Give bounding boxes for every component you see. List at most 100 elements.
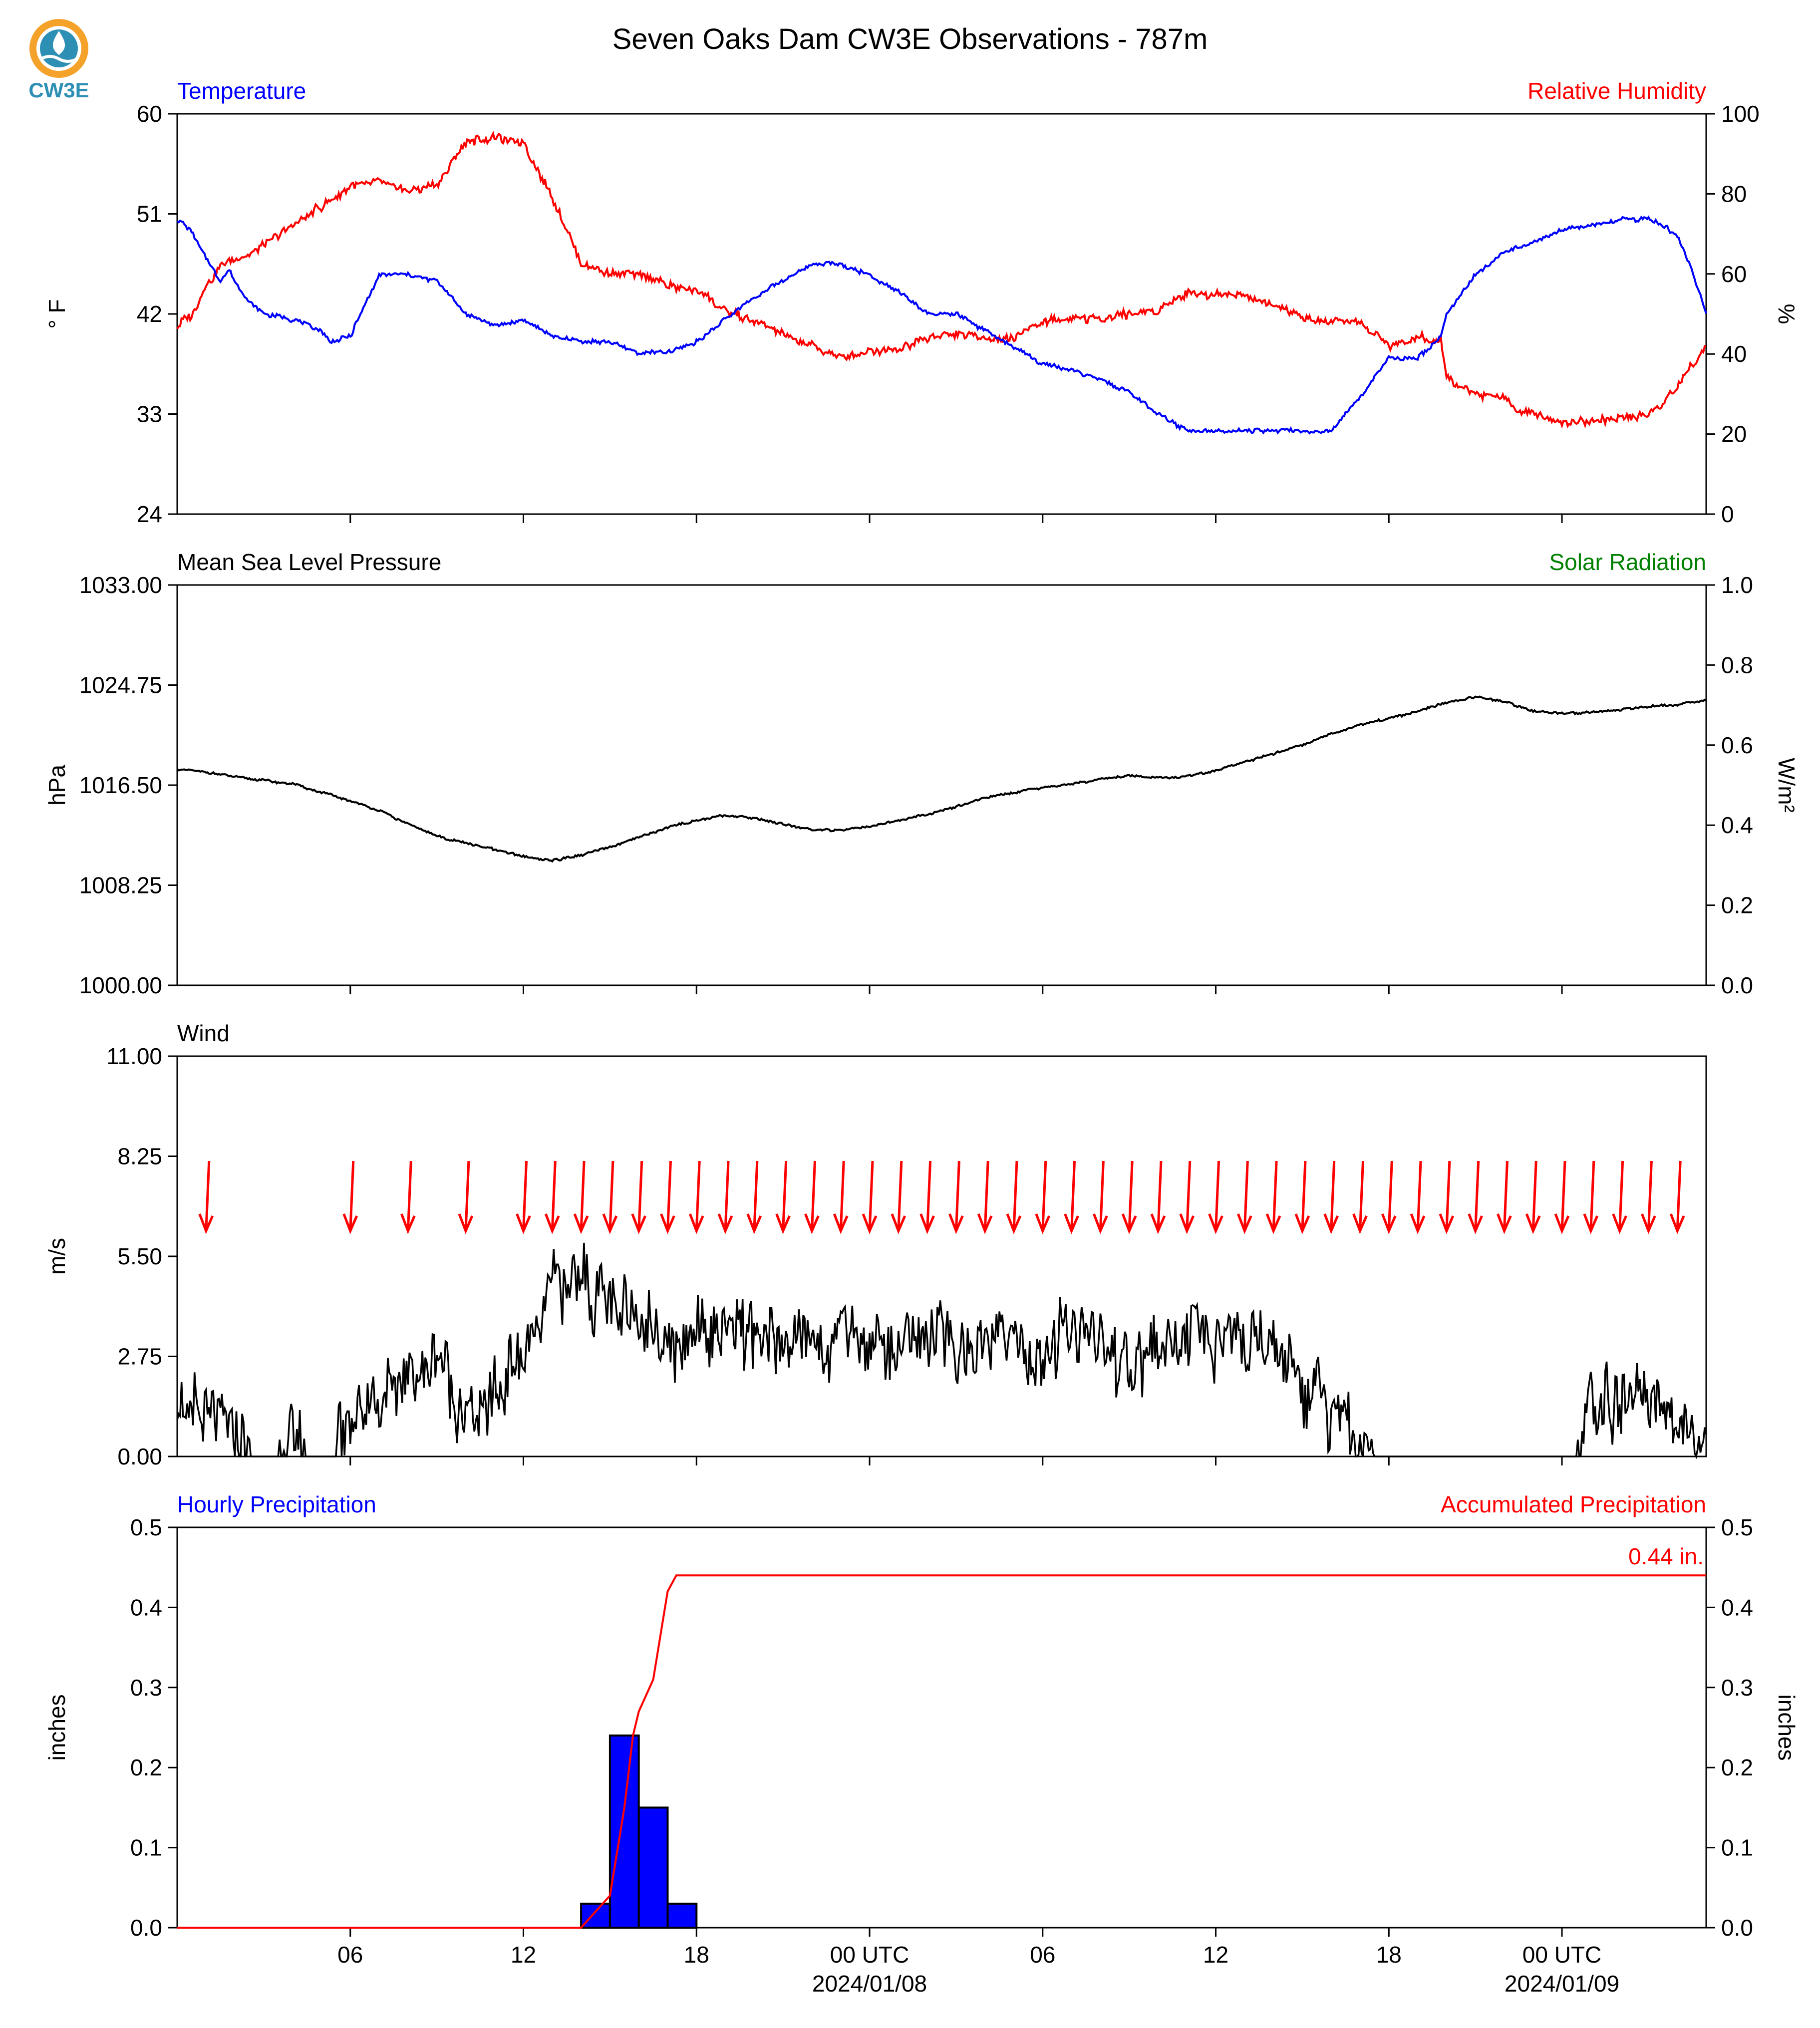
wind-arrow	[724, 1160, 730, 1231]
wind-arrow	[1416, 1160, 1422, 1231]
humidity-line	[176, 130, 1707, 429]
wind-arrow-head	[977, 1213, 993, 1234]
wind-arrow	[1618, 1160, 1624, 1231]
x-tick-label: 18	[684, 1942, 709, 1968]
wind-arrow-head	[862, 1213, 878, 1234]
y-tick-label: 0.0	[130, 1915, 162, 1941]
wind-arrow-head	[1669, 1213, 1685, 1234]
y-tick-label: 1016.50	[79, 772, 162, 798]
temperature-humidity-panel: 60 51 42 33 24 100 80 60 40 20 0 Temperature Relativ…	[44, 78, 1800, 527]
y-tick-label-right: 0	[1721, 501, 1734, 527]
y-tick-label-right: 0.6	[1721, 732, 1753, 758]
panel-left-title: Hourly Precipitation	[177, 1491, 376, 1517]
wind-arrow	[608, 1160, 614, 1231]
wind-arrow	[1272, 1160, 1278, 1231]
logo-ring-icon	[29, 19, 88, 78]
wind-arrow-head	[1497, 1213, 1512, 1234]
panel-right-title: Relative Humidity	[1527, 78, 1706, 104]
wind-arrow-head	[1064, 1213, 1079, 1234]
y-tick-label: 0.4	[130, 1594, 162, 1620]
y-tick-label-right: 0.5	[1721, 1514, 1753, 1540]
wind-arrow-head	[1381, 1213, 1397, 1234]
hourly-precip-bar	[666, 1902, 698, 1929]
wind-arrow-head	[1179, 1213, 1195, 1234]
wind-arrow-head	[1525, 1213, 1541, 1234]
x-tick-label: 12	[511, 1942, 536, 1968]
x-tick-label: 06	[337, 1942, 363, 1968]
wind-arrow	[839, 1160, 845, 1231]
wind-arrow-head	[919, 1213, 935, 1234]
wind-arrow	[1301, 1160, 1307, 1231]
hourly-precip-bar	[608, 1735, 640, 1929]
wind-arrow	[1070, 1160, 1076, 1231]
y-tick-label: 0.3	[130, 1675, 162, 1701]
wind-panel: 11.00 8.25 5.50 2.75 0.00 Wind m/s	[44, 1020, 1707, 1469]
cw3e-logo: CW3E	[28, 19, 89, 102]
y-tick-label: 1000.00	[79, 972, 162, 998]
y-tick-label-right: 0.0	[1721, 972, 1753, 998]
y-tick-label: 0.5	[130, 1514, 162, 1540]
y-tick-label-right: 1.0	[1721, 572, 1753, 598]
x-date-label: 2024/01/09	[1505, 1971, 1619, 1997]
wind-arrow-head	[1439, 1213, 1455, 1234]
wind-arrow-head	[775, 1213, 791, 1234]
y-axis-label-right: %	[1774, 304, 1800, 324]
wind-arrow-head	[746, 1213, 762, 1234]
wind-arrow-head	[1035, 1213, 1051, 1234]
y-axis-label-right: W/m²	[1774, 758, 1800, 813]
y-tick-label-right: 60	[1721, 261, 1747, 287]
x-tick-label: 06	[1030, 1942, 1055, 1968]
wind-arrow	[406, 1160, 412, 1231]
wind-arrow-head	[1121, 1213, 1137, 1234]
y-tick-label-right: 0.2	[1721, 892, 1753, 918]
wind-arrow-head	[631, 1213, 646, 1234]
wind-arrow	[954, 1160, 960, 1231]
precipitation-panel: 0.5 0.4 0.3 0.2 0.1 0.0 0.5 0.4 0.3 0.2 0.1 0.0 Hour…	[44, 1491, 1800, 1941]
y-tick-label: 0.2	[130, 1754, 162, 1780]
y-tick-label: 60	[137, 101, 162, 127]
hourly-precip-bar	[637, 1806, 669, 1929]
logo-water-drop-icon	[52, 31, 65, 55]
wind-arrow-head	[1410, 1213, 1426, 1234]
y-tick-label-right: 0.2	[1721, 1754, 1753, 1780]
y-tick-label: 0.00	[117, 1444, 162, 1469]
wind-arrow	[1445, 1160, 1451, 1231]
wind-arrow	[1358, 1160, 1364, 1231]
wind-arrow	[666, 1160, 672, 1231]
y-tick-label: 0.1	[130, 1835, 162, 1861]
panel-frame	[176, 1055, 1707, 1457]
wind-arrow	[551, 1160, 557, 1231]
y-axis-label: ° F	[44, 299, 70, 328]
pressure-line	[176, 695, 1707, 863]
wind-arrow-head	[717, 1213, 733, 1234]
x-tick-label: 12	[1203, 1942, 1228, 1968]
logo-text: CW3E	[28, 78, 89, 102]
wind-arrow-head	[400, 1213, 416, 1234]
wind-arrow-head	[804, 1213, 820, 1234]
wind-arrow-head	[1150, 1213, 1166, 1234]
y-tick-label: 2.75	[117, 1344, 162, 1370]
wind-arrow-head	[1554, 1213, 1570, 1234]
wind-arrow-head	[516, 1213, 531, 1234]
wind-arrow-head	[1006, 1213, 1022, 1234]
wind-arrow-head	[198, 1213, 214, 1234]
wind-arrow	[1099, 1160, 1105, 1231]
wind-arrow	[1186, 1160, 1192, 1231]
wind-arrow-head	[544, 1213, 560, 1234]
panel-left-title: Mean Sea Level Pressure	[177, 549, 441, 575]
wind-arrow-head	[1583, 1213, 1599, 1234]
y-axis-label-right: inches	[1774, 1695, 1800, 1761]
wind-arrow	[1128, 1160, 1134, 1231]
wind-arrow	[205, 1160, 211, 1231]
wind-arrow-head	[688, 1213, 704, 1234]
wind-arrow	[753, 1160, 759, 1231]
x-tick-label: 00 UTC	[1522, 1942, 1601, 1968]
time-axis-labels: 06 12 18 00 UTC 06 12 18 00 UTC 2024/01/08 2024/0…	[337, 1942, 1619, 1997]
wind-arrow	[1330, 1160, 1336, 1231]
wind-arrow-head	[1352, 1213, 1368, 1234]
y-tick-label: 24	[137, 501, 162, 527]
wind-arrow-head	[1093, 1213, 1108, 1234]
wind-arrow	[1012, 1160, 1018, 1231]
wind-arrow-head	[1323, 1213, 1339, 1234]
